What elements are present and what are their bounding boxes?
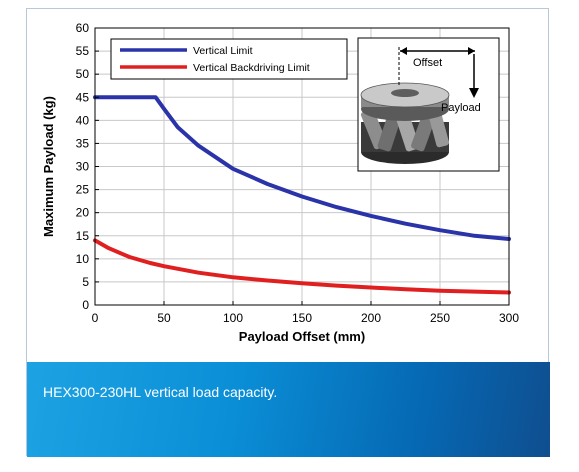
legend-label-backdriving-limit: Vertical Backdriving Limit (193, 62, 310, 74)
tick-labels: 0 50 100 150 200 250 300 0 5 10 15 20 25 30 35 40 45 50 55… (76, 21, 520, 325)
chart-area: 0 50 100 150 200 250 300 0 5 10 15 20 25 30 35 40 45 50 55… (27, 9, 550, 362)
inset-offset-arrowhead-left (400, 47, 407, 55)
inset-payload-label: Payload (441, 102, 481, 114)
y-tick-label: 55 (76, 44, 90, 58)
hexapod-image (360, 82, 450, 164)
x-tick-label: 300 (499, 311, 519, 325)
x-tick-label: 150 (292, 311, 312, 325)
y-tick-label: 15 (76, 229, 90, 243)
y-tick-label: 45 (76, 90, 90, 104)
x-tick-label: 100 (223, 311, 243, 325)
y-axis-title: Maximum Payload (kg) (41, 96, 56, 237)
payload-chart: 0 50 100 150 200 250 300 0 5 10 15 20 25 30 35 40 45 50 55… (41, 21, 520, 344)
x-tick-label: 0 (92, 311, 99, 325)
x-tick-label: 50 (157, 311, 171, 325)
inset-payload-arrowhead (469, 88, 479, 98)
y-tick-label: 10 (76, 252, 90, 266)
y-tick-label: 0 (82, 298, 89, 312)
y-tick-label: 30 (76, 160, 90, 174)
y-tick-label: 20 (76, 206, 90, 220)
legend: Vertical Limit Vertical Backdriving Limi… (110, 38, 348, 80)
y-tick-label: 50 (76, 67, 90, 81)
y-tick-label: 35 (76, 136, 90, 150)
caption-band: HEX300-230HL vertical load capacity. (27, 362, 550, 457)
series-line-backdriving-limit (93, 238, 511, 295)
inset-offset-arrowhead-right (468, 47, 475, 55)
inset-offset-label: Offset (413, 57, 442, 69)
series-line-vertical-limit (93, 95, 511, 241)
series-lines (93, 95, 511, 295)
y-tick-label: 40 (76, 113, 90, 127)
figure-card: 0 50 100 150 200 250 300 0 5 10 15 20 25 30 35 40 45 50 55… (26, 8, 550, 457)
y-tick-label: 5 (82, 275, 89, 289)
y-tick-label: 60 (76, 21, 90, 35)
legend-box (110, 38, 348, 80)
figure-caption: HEX300-230HL vertical load capacity. (43, 384, 278, 400)
legend-label-vertical-limit: Vertical Limit (193, 45, 253, 57)
x-axis-title: Payload Offset (mm) (239, 329, 365, 344)
inset-hexapod-diagram: Offset Payload (357, 37, 500, 172)
y-tick-label: 25 (76, 183, 90, 197)
x-tick-label: 200 (361, 311, 381, 325)
x-tick-label: 250 (430, 311, 450, 325)
